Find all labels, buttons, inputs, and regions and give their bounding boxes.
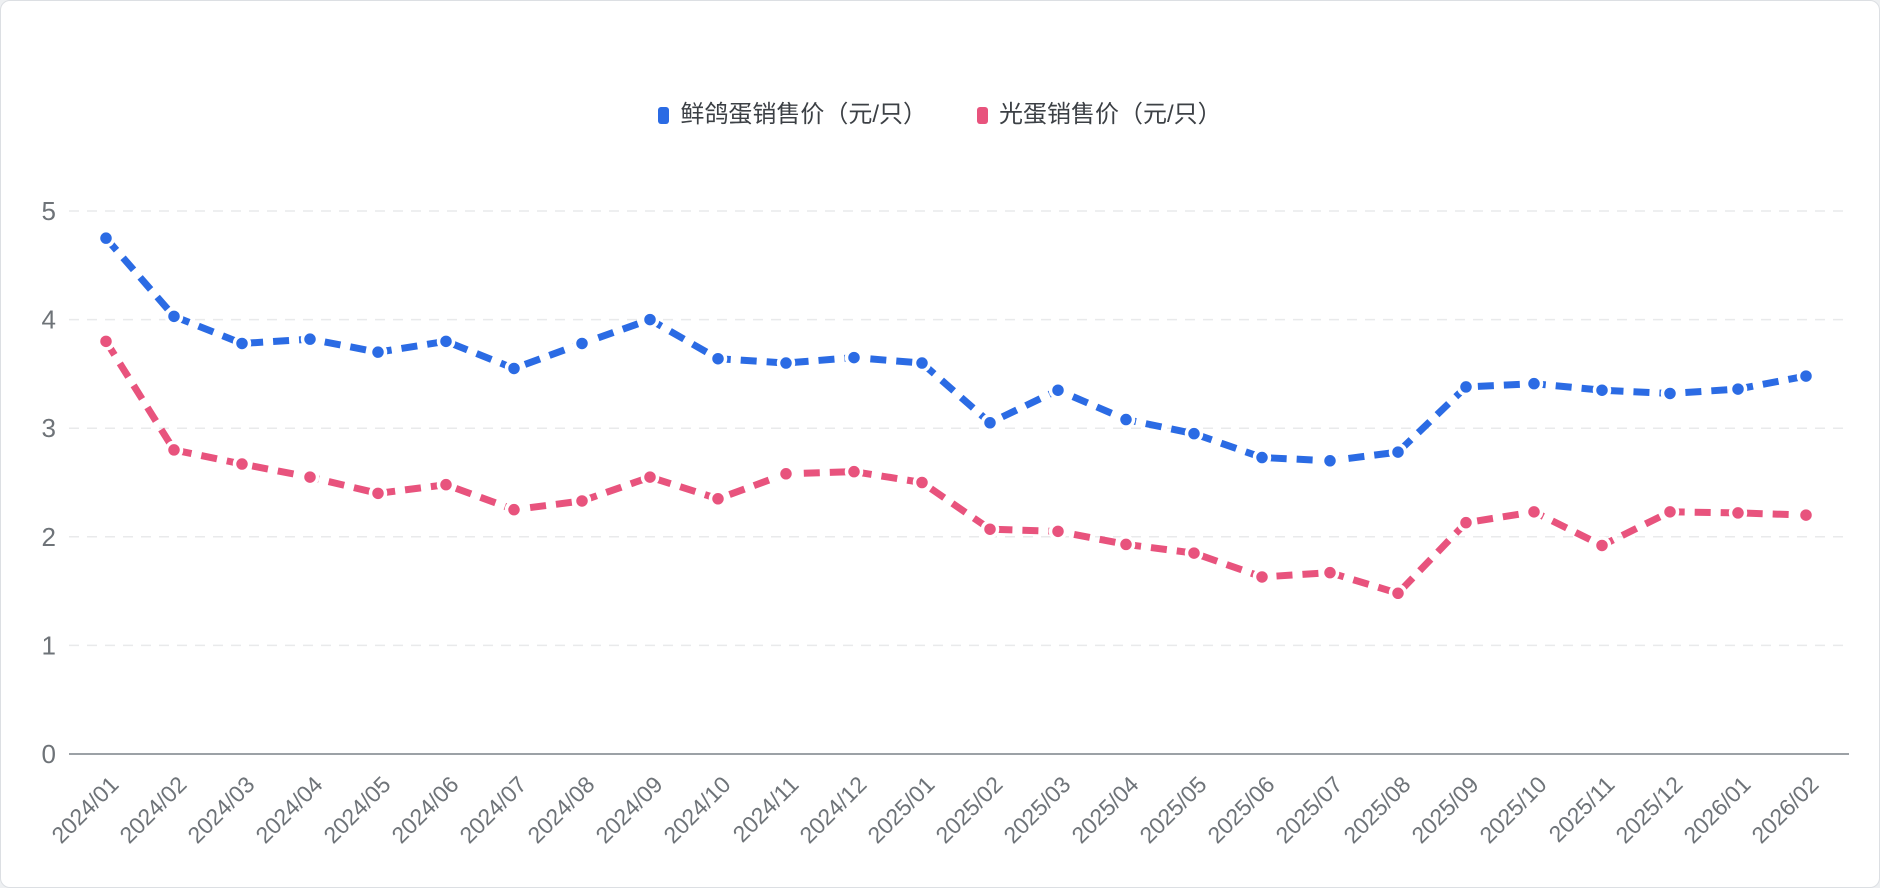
- x-tick-label: 2024/01: [46, 771, 123, 848]
- data-point-fresh-pigeon-egg: [980, 413, 1000, 433]
- data-point-fresh-pigeon-egg: [96, 228, 116, 248]
- legend-marker-clear-egg-icon: [977, 106, 988, 124]
- x-tick-label: 2024/10: [658, 771, 735, 848]
- x-tick-label: 2025/09: [1406, 771, 1483, 848]
- data-point-fresh-pigeon-egg: [368, 342, 388, 362]
- legend-item-fresh-pigeon-egg[interactable]: 鲜鸽蛋销售价（元/只）: [658, 103, 927, 127]
- data-point-clear-egg: [1048, 522, 1068, 541]
- data-point-fresh-pigeon-egg: [436, 332, 456, 351]
- data-point-fresh-pigeon-egg: [1184, 424, 1204, 443]
- data-point-fresh-pigeon-egg: [640, 310, 660, 329]
- x-tick-label: 2024/11: [728, 771, 804, 847]
- data-point-fresh-pigeon-egg: [300, 329, 320, 349]
- legend-item-clear-egg[interactable]: 光蛋销售价（元/只）: [977, 103, 1222, 127]
- data-point-clear-egg: [1116, 535, 1136, 554]
- y-tick-label: 5: [42, 196, 56, 226]
- data-point-clear-egg: [1592, 536, 1612, 555]
- data-point-fresh-pigeon-egg: [1660, 384, 1680, 403]
- data-point-clear-egg: [844, 462, 864, 481]
- data-point-clear-egg: [776, 464, 796, 484]
- data-point-clear-egg: [368, 484, 388, 503]
- y-tick-label: 4: [42, 305, 56, 335]
- data-point-clear-egg: [1388, 584, 1408, 603]
- y-tick-label: 1: [42, 630, 56, 660]
- data-point-clear-egg: [912, 473, 932, 492]
- data-point-clear-egg: [164, 440, 184, 460]
- series-line-fresh-pigeon-egg: [103, 235, 1807, 465]
- data-point-clear-egg: [436, 475, 456, 494]
- data-point-clear-egg: [1660, 502, 1680, 522]
- data-point-fresh-pigeon-egg: [1252, 448, 1272, 467]
- data-point-clear-egg: [232, 454, 252, 474]
- y-tick-label: 0: [42, 739, 56, 769]
- x-tick-label: 2025/06: [1202, 771, 1279, 848]
- data-point-clear-egg: [96, 332, 116, 351]
- data-point-clear-egg: [504, 500, 524, 519]
- legend-marker-fresh-pigeon-egg-icon: [658, 106, 670, 124]
- data-point-fresh-pigeon-egg: [912, 353, 932, 373]
- data-point-clear-egg: [1184, 543, 1204, 563]
- data-point-clear-egg: [1796, 505, 1816, 525]
- x-tick-label: 2024/12: [794, 771, 871, 848]
- data-point-fresh-pigeon-egg: [1116, 410, 1136, 429]
- x-tick-label: 2025/10: [1474, 771, 1551, 848]
- x-tick-label: 2024/09: [590, 771, 667, 848]
- x-tick-label: 2025/01: [862, 771, 939, 848]
- data-point-clear-egg: [1728, 503, 1748, 523]
- x-tick-label: 2025/11: [1544, 771, 1620, 847]
- x-tick-label: 2025/02: [930, 771, 1007, 848]
- x-tick-label: 2025/05: [1134, 771, 1211, 848]
- legend-label-clear-egg: 光蛋销售价（元/只）: [999, 101, 1222, 128]
- data-point-clear-egg: [1524, 502, 1544, 522]
- data-point-fresh-pigeon-egg: [504, 359, 524, 378]
- data-point-fresh-pigeon-egg: [1456, 377, 1476, 397]
- data-point-clear-egg: [572, 491, 592, 511]
- y-tick-label: 3: [42, 413, 56, 443]
- data-point-fresh-pigeon-egg: [1796, 366, 1816, 386]
- data-point-fresh-pigeon-egg: [776, 353, 796, 373]
- y-tick-label: 2: [42, 522, 56, 552]
- series-line-clear-egg: [103, 339, 1807, 597]
- x-tick-label: 2025/08: [1338, 771, 1415, 848]
- data-point-fresh-pigeon-egg: [708, 349, 728, 368]
- legend: 鲜鸽蛋销售价（元/只） 光蛋销售价（元/只）: [1, 103, 1879, 127]
- x-tick-label: 2024/03: [182, 771, 259, 848]
- x-tick-label: 2024/02: [114, 771, 191, 848]
- x-tick-label: 2024/08: [522, 771, 599, 848]
- data-point-clear-egg: [1252, 567, 1272, 587]
- x-tick-label: 2026/02: [1746, 771, 1823, 848]
- x-tick-label: 2024/07: [454, 771, 531, 848]
- x-tick-label: 2025/12: [1610, 771, 1687, 848]
- data-point-fresh-pigeon-egg: [572, 334, 592, 353]
- data-point-fresh-pigeon-egg: [1592, 380, 1612, 400]
- data-point-clear-egg: [300, 467, 320, 487]
- data-point-clear-egg: [1456, 513, 1476, 532]
- x-tick-label: 2025/07: [1270, 771, 1347, 848]
- data-point-fresh-pigeon-egg: [1048, 380, 1068, 400]
- data-point-fresh-pigeon-egg: [1524, 374, 1544, 393]
- data-point-clear-egg: [1320, 563, 1340, 582]
- data-point-clear-egg: [708, 489, 728, 509]
- x-tick-label: 2025/04: [1066, 771, 1143, 848]
- data-point-fresh-pigeon-egg: [164, 307, 184, 326]
- data-point-fresh-pigeon-egg: [232, 334, 252, 353]
- x-tick-label: 2024/04: [250, 771, 327, 848]
- legend-label-fresh-pigeon-egg: 鲜鸽蛋销售价（元/只）: [680, 101, 927, 128]
- x-tick-label: 2024/05: [318, 771, 395, 848]
- data-point-clear-egg: [640, 467, 660, 487]
- x-tick-label: 2024/06: [386, 771, 463, 848]
- data-point-fresh-pigeon-egg: [844, 348, 864, 367]
- data-point-fresh-pigeon-egg: [1388, 442, 1408, 462]
- data-point-fresh-pigeon-egg: [1728, 379, 1748, 399]
- data-point-fresh-pigeon-egg: [1320, 451, 1340, 471]
- x-tick-label: 2025/03: [998, 771, 1075, 848]
- data-point-clear-egg: [980, 519, 1000, 539]
- x-tick-label: 2026/01: [1678, 771, 1755, 848]
